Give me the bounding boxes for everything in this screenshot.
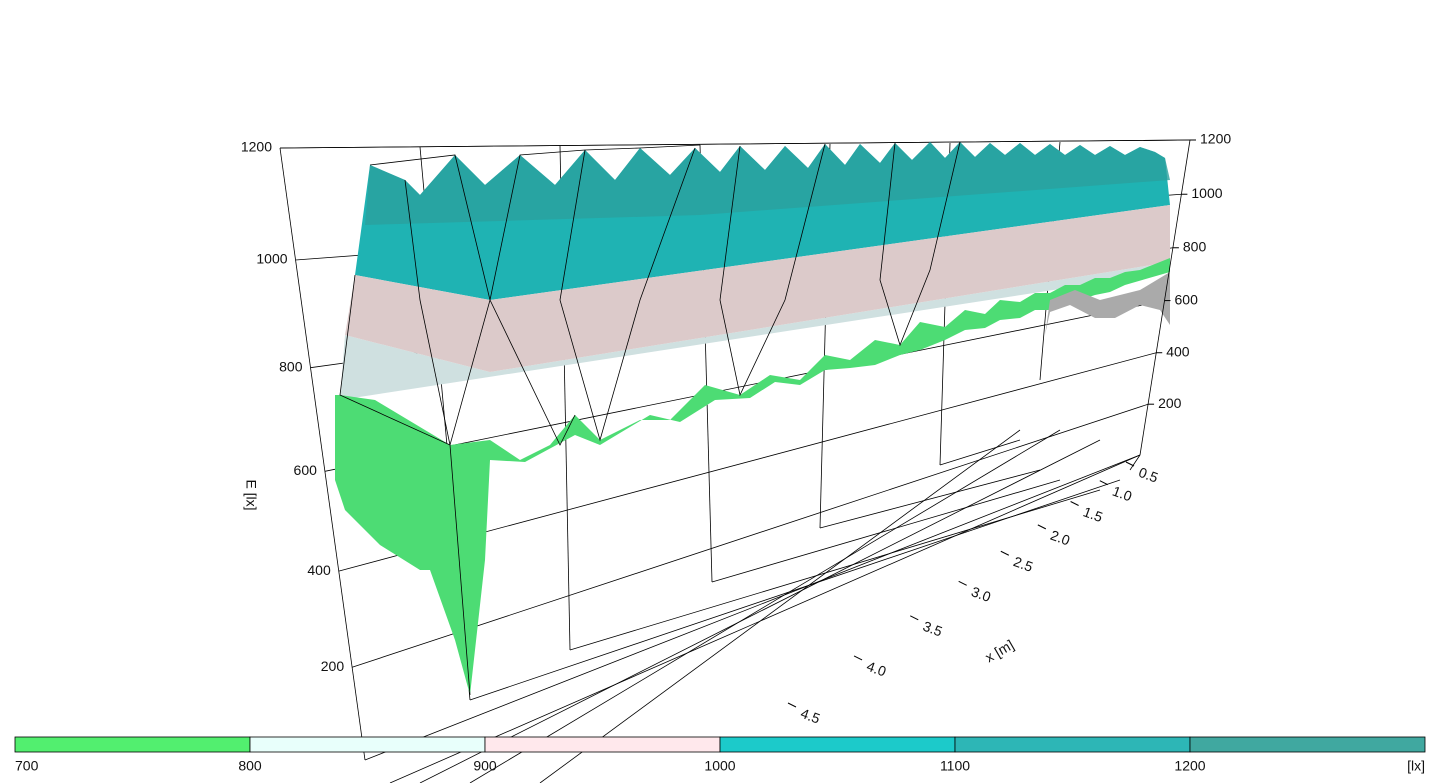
legend-label: 700: [15, 758, 39, 774]
z-tick-label: 200: [321, 658, 345, 674]
axes: 200 400 600 800 1000 1200 200 400 600 800 1000 1200…: [241, 131, 1231, 761]
x-tick-label: 4.5: [799, 705, 823, 727]
z-tick-label: 600: [1175, 291, 1199, 307]
z-tick-label: 1000: [1191, 185, 1222, 201]
z-tick-label: 800: [279, 358, 303, 374]
surface: [335, 141, 1170, 696]
grid-line: [279, 139, 1191, 149]
legend-swatch: [719, 736, 956, 753]
z-tick-label: 1000: [256, 251, 287, 267]
x-tick-label: 0.5: [1137, 464, 1161, 486]
z-axis-label: E [lx]: [243, 479, 259, 510]
legend-unit: [lx]: [1407, 758, 1425, 774]
tick-mark: [1037, 524, 1047, 530]
legend-swatch: [484, 736, 721, 753]
tick-mark: [1099, 480, 1109, 486]
z-tick-label: 800: [1183, 238, 1207, 254]
legend-swatch: [954, 736, 1191, 753]
grid-line: [351, 403, 1149, 668]
x-tick-label: 3.5: [921, 618, 945, 640]
x-axis-label: x [m]: [982, 636, 1016, 665]
color-legend: 700 800 900 1000 1100 1200 [lx]: [14, 736, 1426, 774]
x-tick-label: 2.5: [1011, 553, 1035, 575]
legend-label: 900: [473, 758, 497, 774]
legend-label: 1000: [704, 758, 735, 774]
legend-label: 800: [238, 758, 262, 774]
z-tick-label: 200: [1158, 395, 1182, 411]
x-tick-label: 1.5: [1081, 503, 1105, 525]
z-tick-label: 400: [307, 562, 331, 578]
tick-mark: [910, 615, 919, 621]
tick-mark: [1070, 501, 1079, 506]
legend-swatch: [249, 736, 486, 753]
tick-mark: [853, 655, 863, 661]
tick-mark: [1125, 461, 1135, 467]
z-tick-label: 1200: [241, 139, 272, 155]
legend-swatch: [14, 736, 251, 753]
tick-mark: [958, 580, 967, 586]
x-tick-label: 3.0: [969, 583, 993, 605]
tick-mark: [1000, 550, 1010, 556]
z-tick-label: 400: [1166, 343, 1190, 359]
floor: [364, 429, 1141, 783]
surface-band: [345, 205, 1170, 372]
surface-band: [365, 142, 1170, 225]
legend-label: 1200: [1174, 758, 1205, 774]
legend-label: 1100: [940, 758, 970, 774]
legend-swatch: [1189, 736, 1426, 753]
surface-band: [1045, 272, 1170, 335]
x-tick-label: 2.0: [1048, 527, 1072, 549]
x-tick-label: 1.0: [1110, 483, 1134, 505]
z-tick-label: 600: [294, 462, 318, 478]
x-tick-label: 4.0: [865, 658, 889, 680]
surface-band: [340, 262, 1170, 400]
tick-mark: [787, 702, 797, 708]
z-tick-label: 1200: [1200, 131, 1231, 147]
